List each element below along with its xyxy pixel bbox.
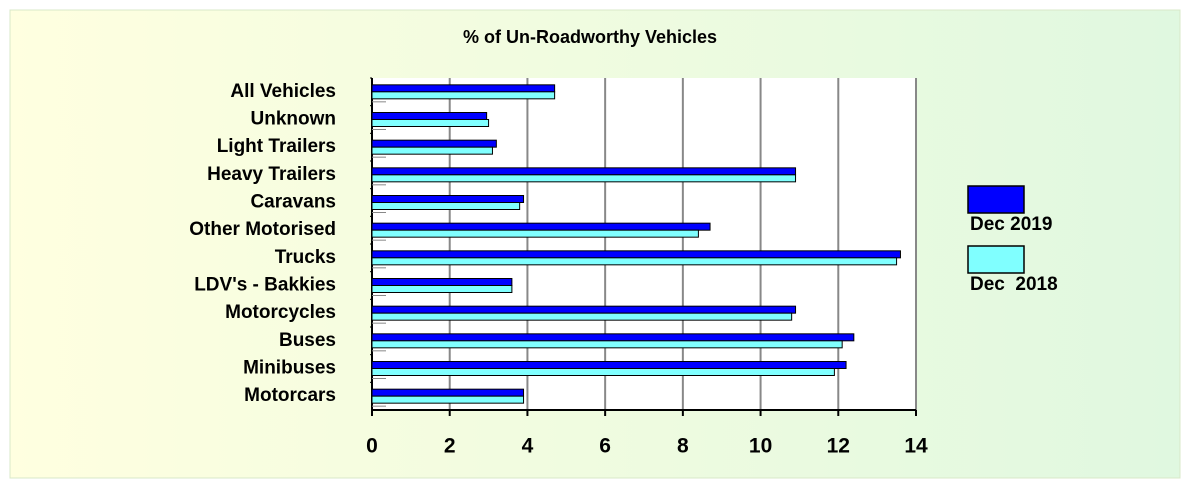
x-tick-label: 4 [522,435,534,458]
legend-label: Dec 2018 [970,274,1058,295]
bar [371,119,490,127]
bar [371,278,513,286]
x-tick-label: 2 [444,435,456,458]
bar [371,305,797,314]
bar [371,195,525,203]
bar [371,285,513,293]
bar [371,340,843,349]
bar [371,388,525,397]
y-tick-label: Trucks [275,247,336,268]
y-tick-label: Unknown [251,109,337,130]
bar [371,361,847,369]
legend-swatch [967,245,1025,274]
bar [371,202,521,210]
y-tick-label: All Vehicles [230,81,336,102]
y-tick-label: Minibuses [243,358,336,379]
x-tick-label: 8 [677,435,689,458]
plot-area [372,78,916,410]
y-tick-label: Heavy Trailers [207,164,336,185]
x-tick-label: 0 [366,435,378,458]
bar [371,368,835,376]
bar [371,250,901,259]
bar [371,146,493,155]
y-tick-label: Buses [279,330,336,351]
bar [371,229,699,238]
y-tick-label: Motorcycles [225,302,336,323]
x-tick-label: 14 [904,435,928,458]
bar [371,312,793,321]
bar [371,167,797,176]
bar [371,84,556,93]
bar [371,91,556,100]
bar [371,333,855,342]
bar [371,174,797,183]
y-tick-label: Other Motorised [189,219,336,240]
x-tick-label: 6 [599,435,611,458]
y-tick-label: Caravans [250,192,336,213]
legend-label: Dec 2019 [970,214,1052,235]
y-tick-label: Motorcars [244,385,336,406]
bar [371,257,898,266]
chart-title: % of Un-Roadworthy Vehicles [463,27,717,47]
x-tick-label: 10 [749,435,772,458]
bar [371,139,497,148]
y-tick-label: Light Trailers [217,136,336,157]
legend-swatch [967,185,1025,214]
bar [371,112,488,120]
bar [371,222,711,231]
bar [371,395,525,404]
y-tick-label: LDV's - Bakkies [194,275,336,296]
x-tick-label: 12 [827,435,850,458]
